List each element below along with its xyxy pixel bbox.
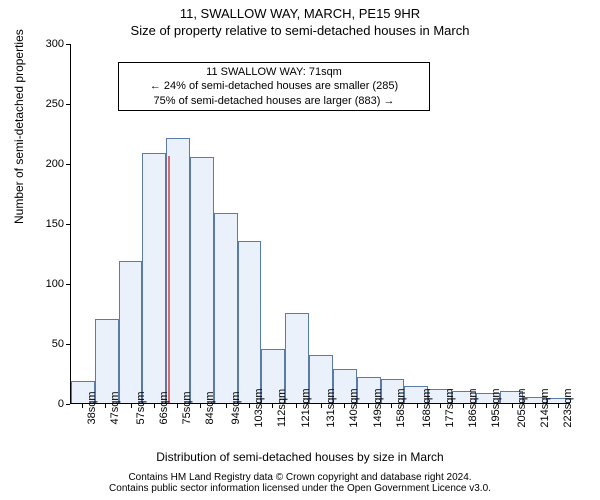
- y-tick-label: 200: [24, 158, 64, 170]
- annotation-line3: 75% of semi-detached houses are larger (…: [125, 94, 423, 108]
- footnote: Contains HM Land Registry data © Crown c…: [0, 472, 600, 494]
- footnote-line1: Contains HM Land Registry data © Crown c…: [0, 472, 600, 483]
- y-tick-mark: [66, 344, 70, 345]
- x-tick-mark: [486, 404, 487, 408]
- y-tick-mark: [66, 284, 70, 285]
- y-tick-label: 300: [24, 38, 64, 50]
- y-tick-label: 50: [24, 338, 64, 350]
- x-tick-mark: [154, 404, 155, 408]
- histogram-bar: [142, 153, 166, 403]
- y-tick-mark: [66, 164, 70, 165]
- x-tick-mark: [296, 404, 297, 408]
- x-tick-label: 140sqm: [348, 388, 360, 427]
- x-tick-mark: [344, 404, 345, 408]
- x-tick-label: 195sqm: [490, 388, 502, 427]
- annotation-line2: ← 24% of semi-detached houses are smalle…: [125, 79, 423, 93]
- y-tick-label: 250: [24, 98, 64, 110]
- x-tick-label: 149sqm: [372, 388, 384, 427]
- chart-area: 11 SWALLOW WAY: 71sqm ← 24% of semi-deta…: [70, 44, 570, 404]
- x-tick-mark: [200, 404, 201, 408]
- x-tick-mark: [417, 404, 418, 408]
- x-tick-label: 38sqm: [86, 391, 98, 424]
- x-tick-label: 223sqm: [562, 388, 574, 427]
- x-tick-label: 75sqm: [181, 391, 193, 424]
- annotation-box: 11 SWALLOW WAY: 71sqm ← 24% of semi-deta…: [118, 62, 430, 111]
- histogram-bar: [119, 261, 143, 403]
- y-tick-label: 100: [24, 278, 64, 290]
- y-axis-label: Number of semi-detached properties: [12, 29, 26, 224]
- histogram-bar: [190, 157, 214, 403]
- marker-line: [168, 156, 170, 403]
- x-tick-mark: [131, 404, 132, 408]
- x-tick-mark: [368, 404, 369, 408]
- chart-title-main: 11, SWALLOW WAY, MARCH, PE15 9HR: [0, 0, 600, 21]
- x-tick-mark: [105, 404, 106, 408]
- x-tick-mark: [82, 404, 83, 408]
- annotation-line1: 11 SWALLOW WAY: 71sqm: [125, 65, 423, 79]
- histogram-bar: [238, 241, 262, 403]
- x-tick-mark: [226, 404, 227, 408]
- x-tick-mark: [249, 404, 250, 408]
- histogram-bar: [166, 138, 190, 403]
- y-tick-mark: [66, 104, 70, 105]
- x-axis-label: Distribution of semi-detached houses by …: [0, 450, 600, 464]
- x-tick-label: 158sqm: [395, 388, 407, 427]
- x-tick-label: 84sqm: [204, 391, 216, 424]
- histogram-bar: [95, 319, 119, 403]
- x-tick-label: 131sqm: [325, 388, 337, 427]
- y-tick-mark: [66, 404, 70, 405]
- x-tick-mark: [391, 404, 392, 408]
- x-tick-label: 186sqm: [467, 388, 479, 427]
- histogram-bar: [214, 213, 238, 403]
- x-tick-label: 94sqm: [230, 391, 242, 424]
- x-tick-label: 177sqm: [444, 388, 456, 427]
- x-tick-mark: [558, 404, 559, 408]
- x-tick-mark: [512, 404, 513, 408]
- x-tick-label: 121sqm: [300, 388, 312, 427]
- x-tick-mark: [321, 404, 322, 408]
- y-tick-label: 150: [24, 218, 64, 230]
- x-tick-label: 214sqm: [539, 388, 551, 427]
- y-tick-mark: [66, 44, 70, 45]
- x-tick-label: 112sqm: [276, 389, 288, 427]
- y-tick-mark: [66, 224, 70, 225]
- x-tick-mark: [463, 404, 464, 408]
- x-tick-mark: [535, 404, 536, 408]
- x-tick-label: 47sqm: [109, 391, 121, 424]
- x-tick-label: 57sqm: [135, 391, 147, 424]
- x-tick-label: 103sqm: [253, 388, 265, 427]
- y-tick-label: 0: [24, 398, 64, 410]
- x-tick-mark: [177, 404, 178, 408]
- x-tick-label: 205sqm: [516, 388, 528, 427]
- x-tick-mark: [272, 404, 273, 408]
- x-tick-label: 66sqm: [158, 391, 170, 424]
- footnote-line2: Contains public sector information licen…: [0, 483, 600, 494]
- x-tick-label: 168sqm: [421, 388, 433, 427]
- x-tick-mark: [440, 404, 441, 408]
- chart-title-sub: Size of property relative to semi-detach…: [0, 21, 600, 38]
